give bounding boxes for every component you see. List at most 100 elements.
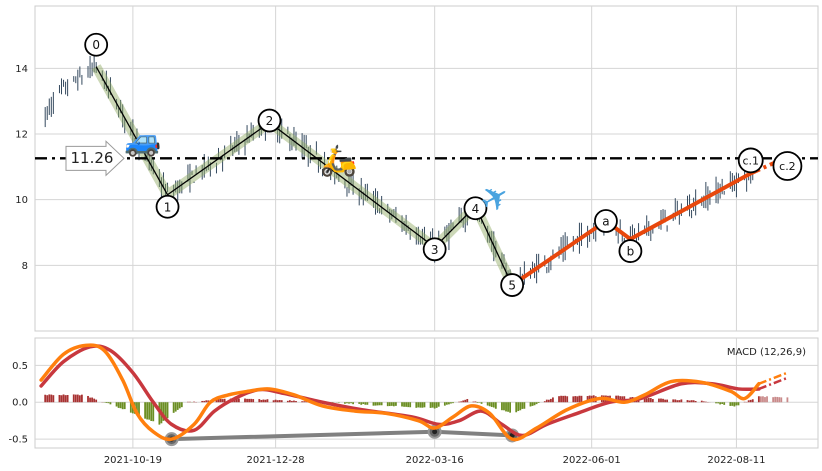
histogram-bar <box>44 394 47 403</box>
histogram-bar <box>580 395 583 403</box>
histogram-bar <box>203 400 206 403</box>
car-icon: 🚙 <box>124 124 161 159</box>
histogram-bar <box>174 402 177 412</box>
divergence-point-core <box>432 429 438 435</box>
histogram-bar <box>64 395 67 403</box>
histogram-bar <box>774 396 777 403</box>
wave-marker-circle <box>155 194 180 219</box>
histogram-bar <box>74 394 77 403</box>
histogram-bar <box>301 401 304 403</box>
histogram-bar <box>694 401 697 403</box>
histogram-bar <box>515 402 518 413</box>
histogram-bar <box>115 402 118 407</box>
histogram-bar <box>764 397 766 403</box>
histogram-bar <box>472 401 475 403</box>
histogram-bar <box>66 394 69 403</box>
wave-path <box>95 66 513 286</box>
histogram-bar <box>52 395 55 403</box>
histogram-bar <box>372 402 375 406</box>
histogram-bar <box>164 402 167 420</box>
histogram-bar <box>388 402 391 407</box>
histogram-bar <box>690 400 693 403</box>
histogram-bar <box>443 402 446 406</box>
histogram-bar <box>688 400 691 403</box>
histogram-bar <box>293 400 295 403</box>
histogram-bar <box>89 397 91 403</box>
histogram-bar <box>617 395 620 403</box>
price-y-tick-label: 12 <box>15 130 28 141</box>
price-y-tick-label: 14 <box>15 64 28 75</box>
wave-marker-label: c.2 <box>779 160 796 173</box>
histogram-bar <box>266 399 269 403</box>
x-tick-label: 2022-08-11 <box>707 455 765 466</box>
macd-y-tick-label: -0.5 <box>8 435 28 446</box>
histogram-bar <box>244 398 246 403</box>
histogram-bar <box>207 400 210 403</box>
histogram-bar <box>193 401 195 403</box>
macd-projection <box>758 371 788 385</box>
histogram-bar <box>303 401 306 403</box>
histogram-bar <box>488 402 491 407</box>
histogram-bar <box>295 401 297 403</box>
abc-path <box>511 171 752 287</box>
histogram-bar <box>749 399 752 403</box>
histogram-bar <box>76 394 79 403</box>
histogram-bar <box>547 399 550 403</box>
histogram-bar <box>435 402 438 408</box>
histogram-bar <box>776 396 779 403</box>
histogram-bar <box>721 402 724 404</box>
histogram-bar <box>660 398 662 403</box>
elliott-wave-line <box>95 66 513 286</box>
histogram-bar <box>415 402 418 408</box>
histogram-bar <box>680 399 683 403</box>
histogram-bar <box>458 401 461 403</box>
histogram-bar <box>146 402 149 420</box>
wave-marker-circle <box>257 108 282 133</box>
histogram-bar <box>560 395 562 403</box>
wave-marker-b: b <box>618 239 643 263</box>
wave-marker-circle <box>84 32 109 57</box>
histogram-bar <box>264 399 267 403</box>
histogram-bar <box>762 396 764 403</box>
histogram-bar <box>201 400 204 403</box>
histogram-bar <box>358 402 361 404</box>
histogram-bar <box>448 402 450 405</box>
histogram-bar <box>672 399 675 403</box>
histogram-bar <box>364 402 367 405</box>
wave-marker-label: 1 <box>164 200 172 214</box>
histogram-bar <box>462 400 465 403</box>
histogram-bar <box>552 397 554 403</box>
histogram-bar <box>531 402 534 406</box>
histogram-bar <box>686 400 689 403</box>
histogram-bar <box>523 402 526 409</box>
histogram-bar <box>549 398 552 403</box>
histogram-bar <box>572 396 575 403</box>
histogram-bar <box>87 395 89 403</box>
histogram-bar <box>235 398 238 403</box>
histogram-bar <box>144 402 147 419</box>
macd-label: MACD (12,26,9) <box>727 347 806 358</box>
histogram-bar <box>407 402 410 408</box>
histogram-bar <box>501 402 503 411</box>
wave-marker-circle <box>422 237 447 262</box>
histogram-bar <box>702 401 705 403</box>
histogram-bar <box>352 402 354 405</box>
histogram-bar <box>392 402 395 407</box>
histogram-bar <box>219 398 222 403</box>
histogram-bar <box>519 402 522 411</box>
histogram-bar <box>138 402 140 416</box>
histogram-bar <box>586 396 589 403</box>
histogram-bar <box>678 400 681 403</box>
histogram-bar <box>733 402 736 407</box>
histogram-bar <box>258 399 261 403</box>
histogram-bar <box>246 398 248 403</box>
histogram-bar <box>58 394 61 403</box>
histogram-bar <box>460 401 463 403</box>
macd-y-tick-label: 0.5 <box>12 361 28 372</box>
histogram-bar <box>674 399 677 403</box>
histogram-bar <box>205 400 208 403</box>
histogram-bar <box>676 400 679 403</box>
histogram-bar <box>176 402 179 410</box>
histogram-bar <box>62 394 65 403</box>
histogram-bar <box>505 402 507 412</box>
